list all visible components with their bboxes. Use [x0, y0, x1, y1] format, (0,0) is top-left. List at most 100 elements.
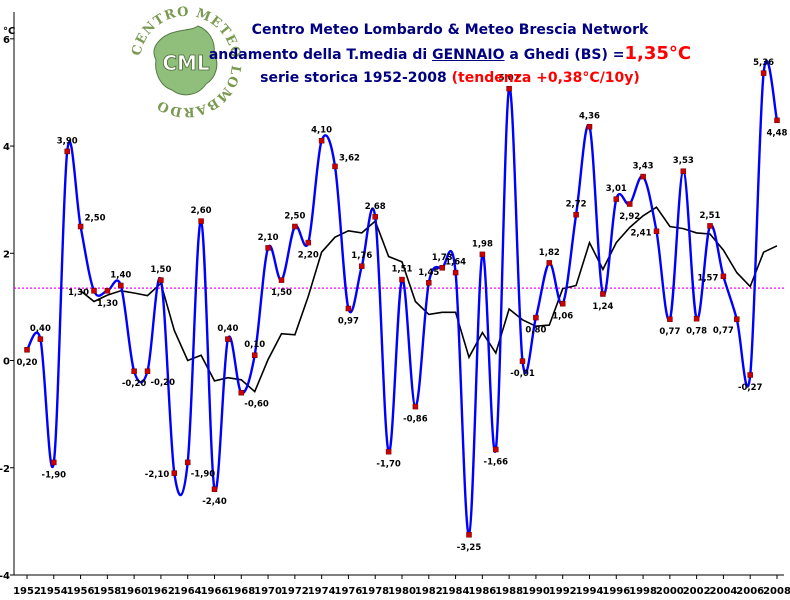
data-point-marker	[198, 218, 204, 224]
chart-axes: °C	[3, 12, 784, 576]
x-tick-label: 1998	[629, 586, 657, 597]
x-tick-label: 2006	[736, 586, 764, 597]
data-point-marker	[573, 211, 579, 218]
data-label: 0,40	[217, 324, 238, 334]
data-point-marker	[412, 403, 419, 410]
x-tick-label: 1990	[522, 586, 550, 597]
data-point-marker	[318, 137, 325, 144]
data-label: -0,20	[122, 379, 147, 389]
data-label: 2,41	[631, 228, 652, 238]
data-point-marker	[439, 265, 445, 271]
data-point-marker	[251, 352, 258, 358]
data-point-marker	[238, 389, 245, 396]
y-tick-label: -2	[0, 464, 10, 475]
data-point-marker	[64, 148, 70, 155]
title-series-range: serie storica 1952-2008	[260, 70, 452, 86]
data-label: 0,20	[17, 358, 38, 368]
data-label: 2,20	[298, 251, 319, 261]
x-tick-label: 1974	[308, 586, 336, 597]
x-tick-label: 1972	[281, 586, 309, 597]
data-label: 1,76	[351, 251, 372, 261]
data-label: 1,30	[97, 299, 118, 309]
x-tick-label: 1968	[227, 586, 255, 597]
x-tick-label: 1952	[13, 586, 41, 597]
moving-average-line	[80, 206, 778, 393]
data-point-marker	[586, 123, 593, 130]
data-point-marker	[131, 368, 137, 374]
data-point-marker	[600, 291, 606, 297]
data-point-marker	[144, 368, 151, 374]
data-label: 1,64	[445, 258, 466, 268]
data-label: -1,66	[484, 458, 509, 468]
data-label: -1,90	[42, 470, 67, 480]
data-label: 2,10	[258, 233, 279, 243]
data-label: 4,48	[767, 128, 788, 138]
data-label: -0,27	[738, 383, 763, 393]
title-mean-value: 1,35°C	[624, 43, 692, 64]
data-point-marker	[693, 315, 700, 322]
data-markers	[24, 70, 780, 538]
x-tick-label: 1992	[549, 586, 577, 597]
data-label: 0,80	[525, 326, 546, 336]
data-label: 1,57	[697, 273, 718, 283]
data-label: 2,68	[365, 202, 386, 212]
data-label: -2,40	[202, 497, 227, 507]
data-label: 1,73	[432, 253, 453, 263]
data-label: 3,90	[57, 136, 78, 146]
y-tick-label: 6	[3, 35, 10, 46]
data-label: -3,25	[457, 543, 482, 553]
data-point-marker	[680, 168, 687, 174]
data-label: -1,70	[376, 460, 401, 470]
x-tick-label: 1986	[468, 586, 496, 597]
data-point-marker	[533, 314, 539, 321]
data-point-marker	[613, 196, 620, 202]
data-point-marker	[426, 280, 432, 286]
x-tick-label: 2008	[763, 586, 790, 597]
data-point-marker	[359, 263, 365, 269]
data-point-marker	[211, 486, 218, 492]
y-ticks: -4 -2 0 2 4 6	[0, 35, 14, 582]
x-tick-label: 1994	[576, 586, 604, 597]
data-label: 1,24	[592, 302, 613, 312]
data-point-marker	[158, 277, 164, 283]
data-point-marker	[184, 459, 191, 466]
data-label: -0,20	[151, 378, 176, 388]
title-month: GENNAIO	[432, 47, 505, 63]
data-point-marker	[91, 288, 97, 294]
title-line-1: Centro Meteo Lombardo & Meteo Brescia Ne…	[251, 22, 649, 38]
logo-center-text: CML	[162, 51, 210, 75]
y-tick-label: 2	[3, 249, 10, 260]
data-point-marker	[640, 173, 646, 180]
chart-title: Centro Meteo Lombardo & Meteo Brescia Ne…	[190, 18, 710, 89]
data-point-marker	[332, 163, 338, 170]
data-label: 0,77	[659, 327, 680, 337]
data-label: 5,36	[753, 58, 774, 68]
data-label: 0,97	[338, 317, 359, 327]
data-point-marker	[452, 269, 459, 276]
data-point-marker	[104, 288, 111, 294]
data-point-marker	[707, 223, 713, 229]
data-point-marker	[24, 347, 30, 353]
x-tick-label: 1970	[254, 586, 282, 597]
data-point-marker	[734, 316, 740, 322]
data-label: -0,01	[510, 369, 535, 379]
data-point-marker	[667, 316, 673, 322]
data-label: 2,60	[191, 206, 212, 216]
data-point-marker	[372, 214, 378, 220]
x-tick-label: 2002	[683, 586, 711, 597]
data-point-marker	[305, 239, 312, 246]
data-point-marker	[292, 223, 298, 230]
data-label: -1,90	[191, 469, 216, 479]
data-point-marker	[118, 282, 124, 289]
data-point-marker	[774, 117, 780, 124]
data-label: 4,36	[579, 112, 600, 122]
data-label: -0,86	[403, 415, 428, 425]
data-point-marker	[51, 459, 57, 466]
data-point-marker	[653, 228, 660, 235]
data-point-marker	[77, 223, 84, 230]
x-tick-label: 2004	[710, 586, 738, 597]
x-tick-label: 1996	[602, 586, 630, 597]
y-tick-label: 4	[3, 142, 10, 153]
x-tick-label: 2000	[656, 586, 684, 597]
x-tick-label: 1982	[415, 586, 443, 597]
